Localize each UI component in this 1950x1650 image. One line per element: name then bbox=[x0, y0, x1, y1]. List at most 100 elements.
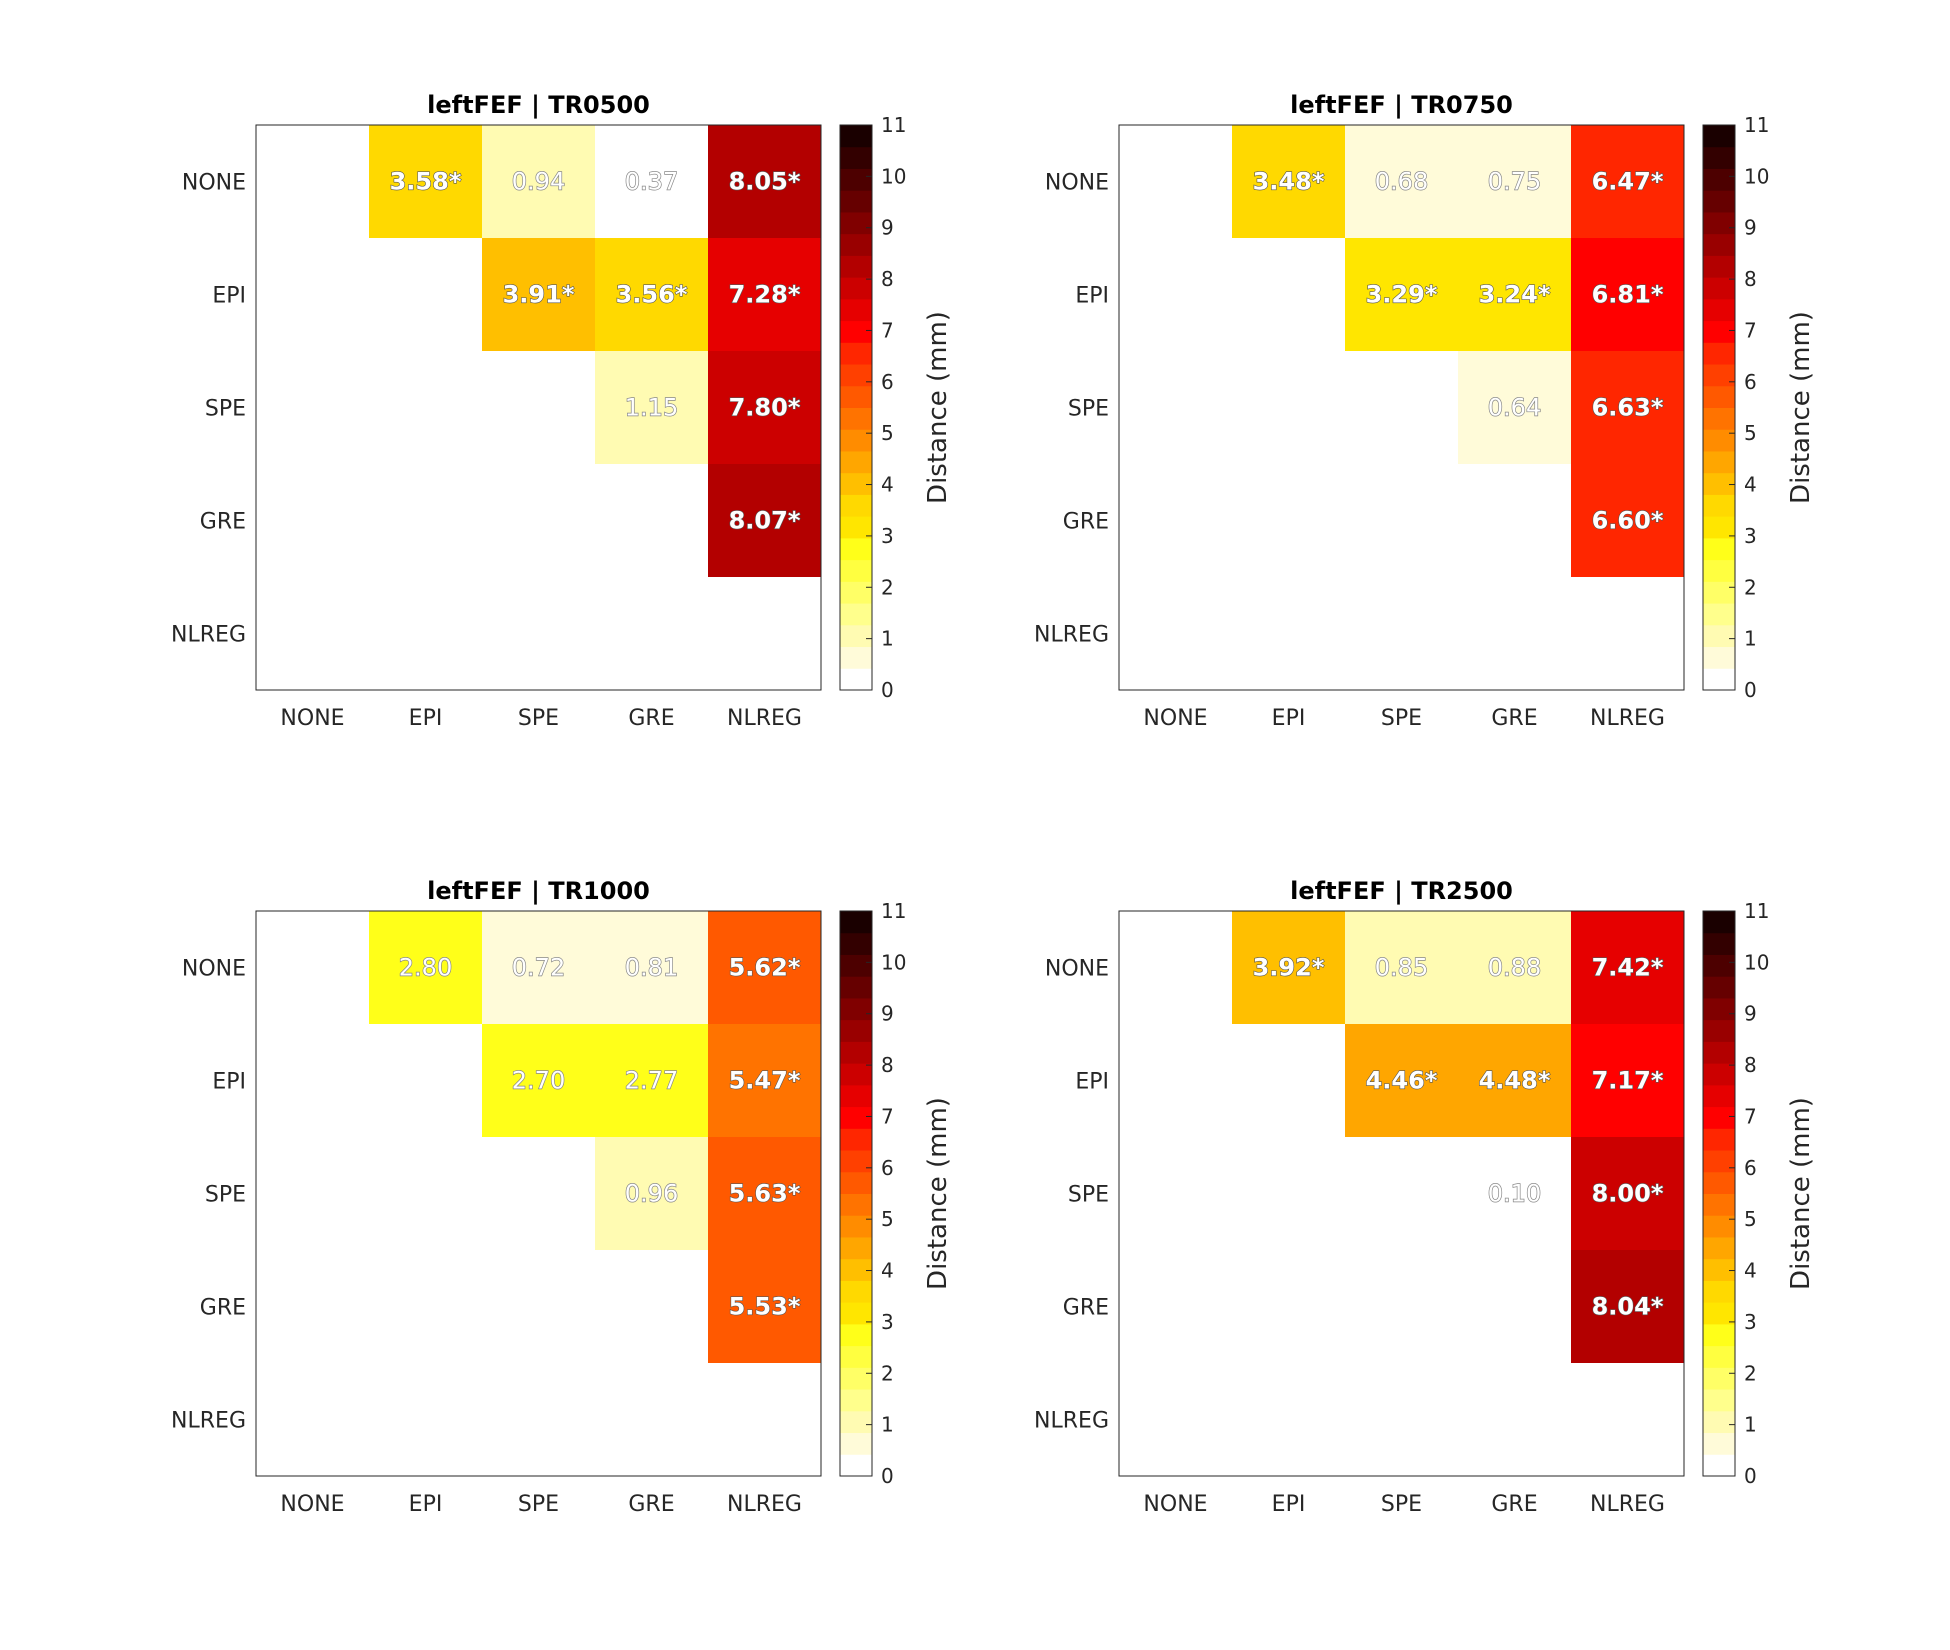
heatmap-cell bbox=[1232, 911, 1345, 1024]
colorbar-segment bbox=[1703, 429, 1735, 452]
heatmap-cell bbox=[1345, 1024, 1458, 1137]
colorbar-tick-label: 11 bbox=[881, 113, 906, 137]
colorbar-segment bbox=[840, 1258, 872, 1281]
y-tick-label: SPE bbox=[1068, 1183, 1109, 1208]
heatmap-cell bbox=[1458, 1024, 1571, 1137]
cell-value-label: 3.92* bbox=[1253, 954, 1325, 982]
axes-frame bbox=[255, 910, 822, 1477]
colorbar-tick-label: 9 bbox=[881, 216, 894, 240]
colorbar-segment bbox=[840, 997, 872, 1021]
colorbar-tick-label: 1 bbox=[881, 1413, 894, 1437]
x-tick-label: NLREG bbox=[727, 706, 802, 731]
colorbar-tick-label: 0 bbox=[881, 678, 894, 702]
colorbar-segment bbox=[840, 364, 872, 387]
cell-value-label: 0.75 bbox=[1488, 168, 1541, 196]
heatmap-cell bbox=[1458, 351, 1571, 464]
cell-value-label: 0.88 bbox=[1488, 954, 1541, 982]
colorbar-segment bbox=[1703, 1280, 1735, 1303]
colorbar-segment bbox=[1703, 211, 1735, 235]
colorbar-segment bbox=[1703, 976, 1735, 999]
colorbar-tick-label: 8 bbox=[881, 1053, 894, 1077]
cell-value-label: 6.47* bbox=[1592, 168, 1664, 196]
cell-value-label: 3.91* bbox=[503, 281, 575, 309]
colorbar-segment bbox=[1703, 911, 1735, 934]
heatmap-cell bbox=[1345, 125, 1458, 238]
cell-value-label: 8.04* bbox=[1592, 1293, 1664, 1321]
colorbar-segment bbox=[1703, 168, 1735, 191]
heatmap-cell bbox=[482, 125, 595, 238]
colorbar-segment bbox=[840, 1345, 872, 1368]
colorbar-label: Distance (mm) bbox=[1786, 1097, 1816, 1290]
colorbar-tick-label: 10 bbox=[881, 164, 906, 188]
x-tick-label: EPI bbox=[409, 1492, 443, 1517]
colorbar-tick-label: 3 bbox=[1744, 524, 1757, 548]
colorbar-tick-label: 5 bbox=[881, 1207, 894, 1231]
cell-value-label: 0.81 bbox=[625, 954, 678, 982]
colorbar-tick-label: 4 bbox=[1744, 473, 1757, 497]
y-tick-label: GRE bbox=[1063, 1296, 1109, 1321]
colorbar-tick-label: 8 bbox=[1744, 267, 1757, 291]
colorbar-tick-label: 5 bbox=[881, 421, 894, 445]
cell-value-label: 3.56* bbox=[616, 281, 688, 309]
colorbar-segment bbox=[1703, 342, 1735, 365]
axes-frame bbox=[1118, 910, 1685, 1477]
colorbar-segment bbox=[1703, 1454, 1735, 1477]
colorbar-segment bbox=[840, 1215, 872, 1238]
x-tick-label: GRE bbox=[628, 1492, 674, 1517]
colorbar-segment bbox=[1703, 494, 1735, 517]
colorbar-frame bbox=[839, 124, 873, 691]
colorbar-frame bbox=[1702, 910, 1736, 1477]
colorbar-tick-label: 7 bbox=[1744, 318, 1757, 342]
y-tick-label: EPI bbox=[212, 1070, 246, 1095]
colorbar-tick-label: 6 bbox=[1744, 1156, 1757, 1180]
x-tick-label: SPE bbox=[1381, 1492, 1422, 1517]
heatmap-cell bbox=[595, 351, 708, 464]
cell-value-label: 5.53* bbox=[729, 1293, 801, 1321]
colorbar-segment bbox=[1703, 997, 1735, 1021]
colorbar-segment bbox=[840, 1323, 872, 1347]
colorbar-segment bbox=[840, 1193, 872, 1216]
x-tick-label: NONE bbox=[280, 706, 344, 731]
x-tick-label: NLREG bbox=[1590, 706, 1665, 731]
cell-value-label: 8.05* bbox=[729, 168, 801, 196]
x-tick-label: GRE bbox=[628, 706, 674, 731]
colorbar-segment bbox=[840, 146, 872, 169]
colorbar-segment bbox=[1703, 668, 1735, 691]
colorbar-segment bbox=[1703, 407, 1735, 430]
axes-frame bbox=[255, 124, 822, 691]
colorbar-segment bbox=[840, 932, 872, 955]
colorbar-segment bbox=[1703, 450, 1735, 474]
cell-value-label: 8.07* bbox=[729, 507, 801, 535]
cell-value-label: 0.94 bbox=[512, 168, 565, 196]
colorbar-tick-label: 7 bbox=[881, 1104, 894, 1128]
colorbar-tick-label: 0 bbox=[1744, 678, 1757, 702]
colorbar-segment bbox=[840, 1280, 872, 1303]
colorbar-tick-label: 10 bbox=[1744, 164, 1769, 188]
y-tick-label: NONE bbox=[1045, 957, 1109, 982]
x-tick-label: EPI bbox=[409, 706, 443, 731]
colorbar-segment bbox=[840, 976, 872, 999]
colorbar-segment bbox=[840, 1106, 872, 1129]
heatmap-cell bbox=[482, 911, 595, 1024]
y-tick-label: GRE bbox=[1063, 510, 1109, 535]
panel-title: leftFEF | TR1000 bbox=[427, 877, 650, 905]
colorbar-segment bbox=[1703, 364, 1735, 387]
colorbar-segment bbox=[1703, 233, 1735, 256]
colorbar-segment bbox=[1703, 516, 1735, 539]
x-tick-label: EPI bbox=[1272, 706, 1306, 731]
colorbar-segment bbox=[840, 1367, 872, 1390]
colorbar-segment bbox=[840, 190, 872, 213]
heatmap-cell bbox=[1458, 1137, 1571, 1250]
colorbar-tick-label: 2 bbox=[881, 1361, 894, 1385]
cell-value-label: 0.96 bbox=[625, 1180, 678, 1208]
colorbar-segment bbox=[1703, 255, 1735, 278]
colorbar-segment bbox=[840, 1019, 872, 1042]
colorbar-segment bbox=[840, 320, 872, 343]
heatmap-cell bbox=[708, 125, 821, 238]
colorbar-segment bbox=[1703, 320, 1735, 343]
heatmap-cell bbox=[595, 125, 708, 238]
heatmap-panel-4: 3.92* 0.85 0.88 7.42* 4.46* 4.48* 7.17* 0.10 8.0… bbox=[1034, 877, 1816, 1517]
cell-value-label: 0.10 bbox=[1488, 1180, 1541, 1208]
heatmap-cell bbox=[1345, 238, 1458, 351]
